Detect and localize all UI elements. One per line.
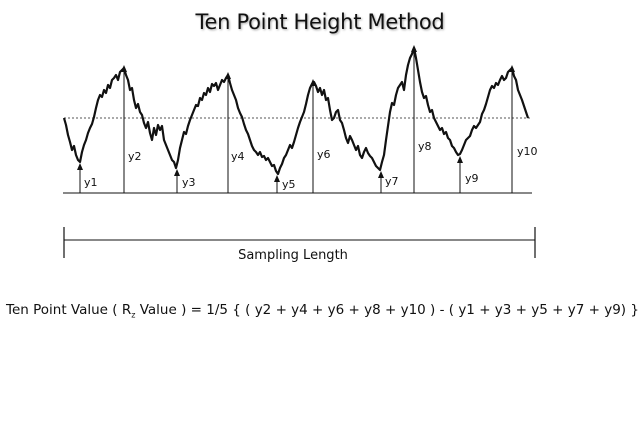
formula-subscript: z (131, 310, 136, 320)
label-y2: y2 (128, 150, 142, 163)
y2-arrowhead (121, 65, 127, 72)
y5-arrowhead (274, 175, 280, 182)
y7-arrowhead (378, 171, 384, 178)
y4-arrowhead (225, 72, 231, 79)
y8-arrowhead (411, 45, 417, 52)
formula-trail: Value ) = 1/5 { ( y2 + y4 + y6 + y8 + y1… (135, 302, 639, 318)
roughness-profile (62, 46, 530, 176)
y6-arrowhead (310, 79, 316, 86)
sampling-length-label: Sampling Length (238, 248, 348, 263)
ten-point-formula: Ten Point Value ( Rz Value ) = 1/5 { ( y… (6, 302, 639, 320)
y10-arrowhead (509, 65, 515, 72)
label-y4: y4 (231, 150, 245, 163)
diagram-title: Ten Point Height Method (195, 10, 445, 34)
y9-arrowhead (457, 156, 463, 163)
label-y9: y9 (465, 172, 479, 185)
label-y8: y8 (418, 140, 432, 153)
label-y5: y5 (282, 178, 296, 191)
label-y10: y10 (517, 145, 538, 158)
label-y6: y6 (317, 148, 331, 161)
y3-arrowhead (174, 169, 180, 176)
y1-arrowhead (77, 163, 83, 170)
label-y1: y1 (84, 176, 98, 189)
label-y3: y3 (182, 176, 196, 189)
label-y7: y7 (385, 175, 399, 188)
formula-lead: Ten Point Value ( R (6, 302, 132, 318)
